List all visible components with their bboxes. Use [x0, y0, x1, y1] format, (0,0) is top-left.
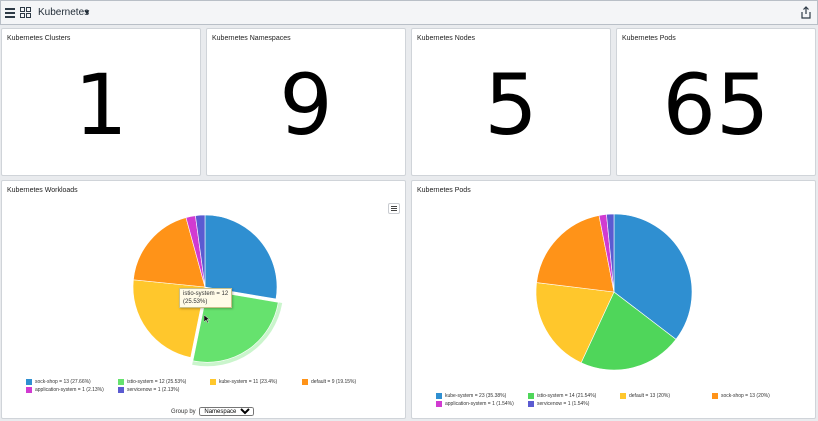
- dashboard-grid-icon[interactable]: [20, 7, 31, 18]
- dashboard-title[interactable]: Kubernetes: [38, 7, 90, 18]
- legend-item-default[interactable]: default = 13 (20%): [620, 393, 670, 399]
- group-by-select[interactable]: Namespace: [199, 407, 255, 416]
- legend-swatch: [118, 387, 124, 393]
- legend-label: default = 9 (19.15%): [311, 379, 357, 385]
- legend-label: istio-system = 12 (25.53%): [127, 379, 187, 385]
- nodes-card-title: Kubernetes Nodes: [417, 35, 475, 42]
- legend-swatch: [26, 379, 32, 385]
- legend-item-istio-system[interactable]: istio-system = 14 (21.54%): [528, 393, 596, 399]
- legend-item-servicenow[interactable]: servicenow = 1 (1.54%): [528, 401, 589, 407]
- legend-swatch: [210, 379, 216, 385]
- legend-label: application-system = 1 (1.54%): [445, 401, 514, 407]
- legend-swatch: [528, 393, 534, 399]
- legend-label: sock-shop = 13 (20%): [721, 393, 770, 399]
- chart-menu-icon[interactable]: [388, 203, 400, 214]
- legend-item-kube-system[interactable]: kube-system = 11 (23.4%): [210, 379, 277, 385]
- workloads-pie-chart: [132, 214, 283, 367]
- pods-card-title: Kubernetes Pods: [622, 35, 676, 42]
- legend-swatch: [436, 401, 442, 407]
- hamburger-menu-icon[interactable]: [5, 8, 15, 18]
- legend-label: servicenow = 1 (1.54%): [537, 401, 590, 407]
- pods-chart-title: Kubernetes Pods: [417, 187, 471, 194]
- pods-count[interactable]: 65: [662, 56, 770, 154]
- legend-item-sock-shop[interactable]: sock-shop = 13 (20%): [712, 393, 770, 399]
- legend-item-application-system[interactable]: application-system = 1 (1.54%): [436, 401, 514, 407]
- clusters-count[interactable]: 1: [74, 56, 128, 154]
- nodes-count[interactable]: 5: [484, 56, 538, 154]
- legend-item-istio-system[interactable]: istio-system = 12 (25.53%): [118, 379, 186, 385]
- legend-label: kube-system = 23 (35.38%): [445, 393, 507, 399]
- pie-slice-sock-shop[interactable]: [204, 214, 278, 300]
- group-by-label: Group by: [171, 409, 196, 415]
- legend-swatch: [302, 379, 308, 385]
- share-icon[interactable]: [801, 6, 811, 19]
- legend-swatch: [528, 401, 534, 407]
- top-bar: Kubernetes ▼: [0, 0, 818, 25]
- legend-label: kube-system = 11 (23.4%): [219, 379, 278, 385]
- pie-tooltip: istio-system = 12 (25.53%): [179, 288, 233, 308]
- pie-slice-kube-system[interactable]: [613, 213, 693, 340]
- legend-item-application-system[interactable]: application-system = 1 (2.13%): [26, 387, 104, 393]
- legend-item-servicenow[interactable]: servicenow = 1 (2.13%): [118, 387, 179, 393]
- chevron-down-icon[interactable]: ▼: [83, 8, 91, 17]
- namespaces-card-title: Kubernetes Namespaces: [212, 35, 291, 42]
- clusters-card-title: Kubernetes Clusters: [7, 35, 71, 42]
- legend-label: servicenow = 1 (2.13%): [127, 387, 180, 393]
- pie-slice-servicenow[interactable]: [606, 213, 615, 293]
- legend-swatch: [712, 393, 718, 399]
- group-by-control: Group by Namespace: [171, 407, 255, 416]
- legend-swatch: [436, 393, 442, 399]
- legend-label: application-system = 1 (2.13%): [35, 387, 104, 393]
- legend-label: default = 13 (20%): [629, 393, 670, 399]
- legend-label: sock-shop = 13 (27.66%): [35, 379, 91, 385]
- workloads-card-title: Kubernetes Workloads: [7, 187, 78, 194]
- pie-slice-istio-system[interactable]: [192, 289, 279, 363]
- pie-slice-istio-system[interactable]: [580, 291, 677, 371]
- pods-chart-card: Kubernetes Pods kube-system = 23 (35.38%…: [411, 180, 816, 419]
- legend-swatch: [620, 393, 626, 399]
- clusters-card: Kubernetes Clusters 1: [1, 28, 201, 176]
- legend-swatch: [118, 379, 124, 385]
- pods-pie-chart: [535, 213, 693, 371]
- nodes-card: Kubernetes Nodes 5: [411, 28, 611, 176]
- tooltip-percent: (25.53%): [183, 299, 208, 305]
- pods-card: Kubernetes Pods 65: [616, 28, 816, 176]
- pie-slice-sock-shop[interactable]: [536, 215, 615, 293]
- workloads-card: Kubernetes Workloads sock-shop = 13 (27.…: [1, 180, 406, 419]
- tooltip-label: istio-system = 12: [183, 291, 229, 297]
- pie-slice-servicenow[interactable]: [195, 214, 206, 288]
- legend-swatch: [26, 387, 32, 393]
- pie-slice-default[interactable]: [133, 217, 206, 288]
- legend-item-sock-shop[interactable]: sock-shop = 13 (27.66%): [26, 379, 91, 385]
- namespaces-count[interactable]: 9: [279, 56, 333, 154]
- pie-slice-default[interactable]: [535, 282, 615, 364]
- legend-label: istio-system = 14 (21.54%): [537, 393, 597, 399]
- legend-item-kube-system[interactable]: kube-system = 23 (35.38%): [436, 393, 506, 399]
- namespaces-card: Kubernetes Namespaces 9: [206, 28, 406, 176]
- mouse-pointer-icon: [204, 315, 210, 323]
- legend-item-default[interactable]: default = 9 (19.15%): [302, 379, 356, 385]
